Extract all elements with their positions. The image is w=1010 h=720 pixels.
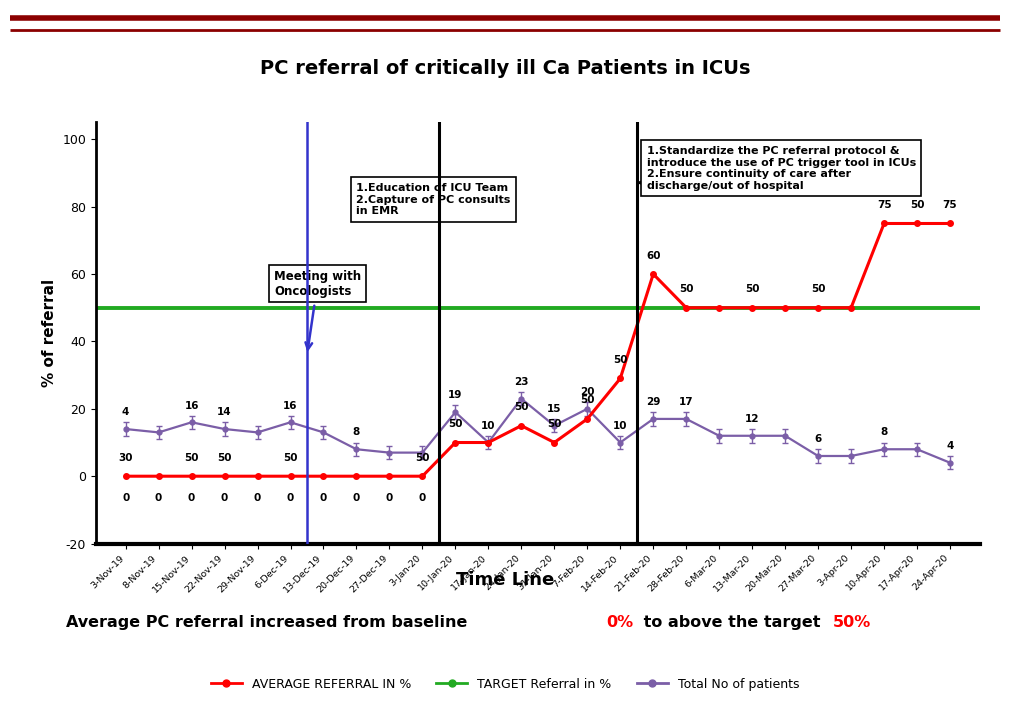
Text: 50: 50 xyxy=(415,453,429,463)
Text: 0%: 0% xyxy=(606,616,633,630)
Text: 50: 50 xyxy=(547,419,562,429)
Text: 50: 50 xyxy=(679,284,694,294)
Text: 60: 60 xyxy=(646,251,661,261)
Text: 15: 15 xyxy=(547,404,562,414)
Text: 10: 10 xyxy=(481,420,496,431)
Text: 50%: 50% xyxy=(833,616,872,630)
Text: Average PC referral increased from baseline: Average PC referral increased from basel… xyxy=(66,616,473,630)
Text: 1.Education of ICU Team
2.Capture of PC consults
in EMR: 1.Education of ICU Team 2.Capture of PC … xyxy=(357,183,511,216)
Text: 12: 12 xyxy=(745,414,760,424)
Text: 16: 16 xyxy=(185,400,199,410)
Text: 0: 0 xyxy=(320,493,327,503)
Text: 20: 20 xyxy=(580,387,595,397)
Text: 50: 50 xyxy=(910,200,924,210)
Text: 0: 0 xyxy=(386,493,393,503)
Text: 50: 50 xyxy=(217,453,232,463)
Text: 4: 4 xyxy=(946,441,953,451)
Text: PC referral of critically ill Ca Patients in ICUs: PC referral of critically ill Ca Patient… xyxy=(260,59,750,78)
Text: to above the target: to above the target xyxy=(638,616,826,630)
Text: 16: 16 xyxy=(283,400,298,410)
Y-axis label: % of referral: % of referral xyxy=(41,279,57,387)
Text: 50: 50 xyxy=(613,355,627,365)
Text: 0: 0 xyxy=(221,493,228,503)
Text: 23: 23 xyxy=(514,377,528,387)
Text: 14: 14 xyxy=(217,408,232,417)
Text: 50: 50 xyxy=(514,402,528,412)
Text: 50: 50 xyxy=(448,419,463,429)
Text: 19: 19 xyxy=(448,390,463,400)
Text: 50: 50 xyxy=(580,395,595,405)
Text: 1.Standardize the PC referral protocol &
introduce the use of PC trigger tool in: 1.Standardize the PC referral protocol &… xyxy=(637,146,916,191)
Text: 0: 0 xyxy=(352,493,361,503)
Text: 0: 0 xyxy=(122,493,129,503)
Text: 8: 8 xyxy=(881,428,888,438)
Text: 50: 50 xyxy=(811,284,825,294)
Text: 0: 0 xyxy=(155,493,163,503)
Text: 50: 50 xyxy=(745,284,760,294)
Text: 0: 0 xyxy=(254,493,262,503)
Text: Time Line: Time Line xyxy=(456,570,554,589)
Text: 75: 75 xyxy=(942,200,957,210)
Text: 0: 0 xyxy=(419,493,426,503)
Text: 4: 4 xyxy=(122,408,129,417)
Legend: AVERAGE REFERRAL IN %, TARGET Referral in %, Total No of patients: AVERAGE REFERRAL IN %, TARGET Referral i… xyxy=(206,672,804,696)
Text: 50: 50 xyxy=(185,453,199,463)
Text: 10: 10 xyxy=(613,420,627,431)
Text: 8: 8 xyxy=(352,428,361,438)
Text: 75: 75 xyxy=(877,200,892,210)
Text: 30: 30 xyxy=(118,453,133,463)
Text: 6: 6 xyxy=(814,434,822,444)
Text: Meeting with
Oncologists: Meeting with Oncologists xyxy=(274,269,362,349)
Text: 50: 50 xyxy=(283,453,298,463)
Text: 17: 17 xyxy=(679,397,694,407)
Text: 0: 0 xyxy=(188,493,195,503)
Text: 29: 29 xyxy=(646,397,661,407)
Text: 0: 0 xyxy=(287,493,294,503)
